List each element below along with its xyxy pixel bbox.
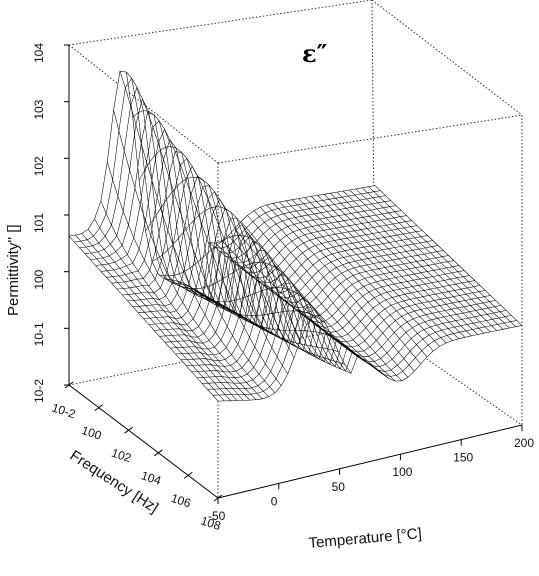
axes xyxy=(64,44,523,504)
surface-frequency-line-28 xyxy=(217,315,523,402)
surface-frequency-line-23 xyxy=(191,273,496,373)
surface-frequency-line-22 xyxy=(186,264,491,367)
frequency-tick-2 xyxy=(124,426,133,434)
surface-frequency-line-3 xyxy=(84,98,391,306)
frequency-tick-label-5: 108 xyxy=(199,514,223,534)
surface-frequency-line-2 xyxy=(79,86,386,303)
z-tick-label-2: 100 xyxy=(32,269,46,289)
temperature-axis-line xyxy=(217,424,523,499)
surface-frequency-line-9 xyxy=(116,157,423,322)
surface-frequency-line-5 xyxy=(95,120,402,311)
bounding-box xyxy=(68,0,523,498)
z-tick-label-6: 104 xyxy=(32,43,46,63)
surface-mesh xyxy=(68,70,523,402)
surface-frequency-line-8 xyxy=(111,151,418,319)
frequency-tick-label-0: 10-2 xyxy=(50,401,77,422)
surface-frequency-line-1 xyxy=(74,77,381,300)
surface-frequency-line-12 xyxy=(132,184,439,331)
z-tick-label-4: 102 xyxy=(32,156,46,176)
frequency-tick-label-3: 104 xyxy=(139,468,163,488)
temperature-tick-label-3: 100 xyxy=(392,465,412,479)
surface-frequency-line-27 xyxy=(212,306,517,396)
frequency-tick-label-1: 100 xyxy=(80,423,104,443)
temperature-tick-label-5: 200 xyxy=(514,436,534,450)
frequency-tick-3 xyxy=(154,449,163,457)
labels: 10-210-110010110210310410-21001021041061… xyxy=(32,43,534,533)
surface-frequency-line-7 xyxy=(106,139,412,316)
temperature-axis-label: Temperature [°C] xyxy=(308,525,423,552)
permittivity-axis-label: Permittivity'' [] xyxy=(5,224,22,316)
z-tick-label-5: 103 xyxy=(32,99,46,119)
frequency-tick-1 xyxy=(94,404,104,412)
box-edge-0 xyxy=(68,44,219,164)
surface-frequency-line-6 xyxy=(100,128,407,314)
surface-frequency-line-13 xyxy=(138,190,444,334)
surface-frequency-line-26 xyxy=(207,297,512,390)
box-edge-3 xyxy=(371,0,523,116)
frequency-tick-label-4: 106 xyxy=(169,491,193,511)
z-tick-label-3: 101 xyxy=(32,213,46,233)
box-edge-5 xyxy=(217,114,523,164)
box-edge-8 xyxy=(68,322,376,386)
temperature-tick-label-0: -50 xyxy=(208,509,226,523)
chart-title: ε″ xyxy=(302,39,328,68)
frequency-axis-line xyxy=(68,384,219,499)
frequency-tick-label-2: 102 xyxy=(110,446,134,466)
frequency-tick-4 xyxy=(183,471,193,479)
surface-frequency-line-25 xyxy=(201,289,507,384)
surface-frequency-line-24 xyxy=(196,282,502,378)
z-tick-label-1: 10-1 xyxy=(32,322,46,346)
surface-frequency-line-4 xyxy=(90,111,397,308)
surface-frequency-line-11 xyxy=(127,175,433,328)
temperature-tick-label-1: 0 xyxy=(271,494,278,508)
temperature-tick-label-2: 50 xyxy=(332,480,346,494)
temperature-tick-label-4: 150 xyxy=(453,451,473,465)
frequency-tick-0 xyxy=(64,381,74,389)
surface-frequency-line-10 xyxy=(122,165,428,325)
z-tick-label-0: 10-2 xyxy=(32,379,46,403)
